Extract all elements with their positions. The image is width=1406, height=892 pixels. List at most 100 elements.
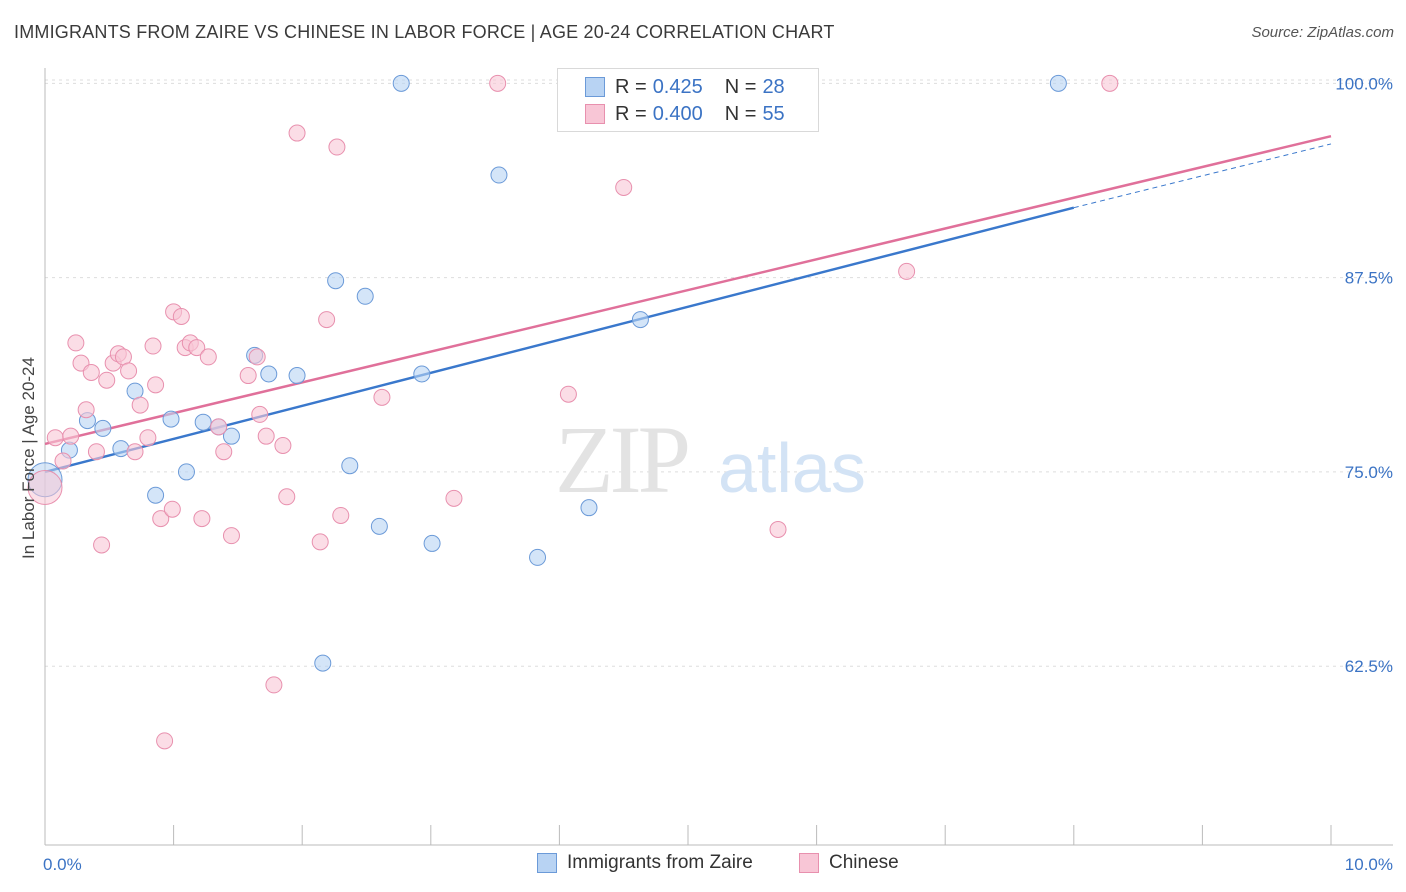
legend-n-label: N = [724,102,757,125]
watermark-atlas: atlas [718,429,866,507]
data-point-blue [529,548,547,566]
trend-lines [44,134,1332,474]
data-point-pink [62,427,80,445]
data-point-blue [490,166,508,184]
trend-line-pink [44,134,1332,446]
data-point-pink [144,337,162,355]
legend-r-label: R = [615,75,647,98]
data-point-pink [54,452,72,470]
legend-row-chinese: R = 0.400 N = 55 [558,100,785,128]
data-point-pink [257,427,275,445]
legend-r-value: 0.400 [652,102,703,125]
data-point-blue [580,499,598,517]
data-point-pink [126,443,144,461]
data-point-pink [120,362,138,380]
data-point-pink [215,443,233,461]
trend-extension-blue [1073,143,1332,209]
data-point-blue [423,534,441,552]
data-point-pink [328,138,346,156]
data-point-pink [77,401,95,419]
data-point-blue [356,287,374,305]
data-point-blue [370,517,388,535]
legend-n-label: N = [724,75,757,98]
series-legend: Immigrants from Zaire Chinese [0,852,1406,878]
legend-label-chinese: Chinese [829,852,899,873]
data-point-blue [392,74,410,92]
y-tick-label: 87.5% [1345,269,1393,288]
legend-row-zaire: R = 0.425 N = 28 [558,73,785,101]
data-point-pink [210,418,228,436]
data-point-blue [194,413,212,431]
data-point-blue [288,367,306,385]
data-point-pink [445,489,463,507]
data-point-pink [265,676,283,694]
chart-title: IMMIGRANTS FROM ZAIRE VS CHINESE IN LABO… [14,22,835,42]
data-point-blue [413,365,431,383]
data-point-pink [82,363,100,381]
legend-swatch-zaire [585,77,605,97]
legend-swatch-chinese [585,104,605,124]
data-point-blue [341,457,359,475]
y-tick-label: 75.0% [1345,463,1393,482]
data-point-pink [332,506,350,524]
data-point-blue [177,463,195,481]
watermark-zip: ZIP [555,406,688,513]
legend-swatch-zaire [537,853,557,873]
data-point-pink [1101,74,1119,92]
data-point-pink [139,429,157,447]
data-point-pink [199,348,217,366]
data-point-blue [631,311,649,329]
data-point-pink [615,178,633,196]
data-point-pink [318,311,336,329]
data-point-pink [188,339,206,357]
data-point-pink [156,732,174,750]
source-label: Source: ZipAtlas.com [1251,24,1394,41]
data-point-pink [152,510,170,528]
legend-item-zaire[interactable]: Immigrants from Zaire [537,852,753,874]
y-tick-label: 62.5% [1345,657,1393,676]
data-points [27,74,1119,750]
legend-r-label: R = [615,102,647,125]
x-tick-label: 10.0% [1345,855,1393,874]
data-point-pink [163,500,181,518]
data-point-pink [274,437,292,455]
data-point-pink [131,396,149,414]
data-point-blue [314,654,332,672]
data-point-pink [373,388,391,406]
tick-labels: 100.0% 87.5% 75.0% 62.5% 0.0% 10.0% [43,74,1393,874]
data-point-pink [67,334,85,352]
data-point-blue [260,365,278,383]
data-point-blue [112,440,130,458]
data-point-pink [98,371,116,389]
data-point-pink [278,488,296,506]
legend-n-value: 28 [762,75,785,98]
data-point-pink [193,510,211,528]
x-tick-label: 0.0% [43,855,82,874]
data-point-pink [769,520,787,538]
data-point-pink [239,367,257,385]
data-point-blue [222,427,240,445]
data-point-pink [311,533,329,551]
data-point-pink [147,376,165,394]
legend-item-chinese[interactable]: Chinese [799,852,899,874]
data-point-pink [222,527,240,545]
y-tick-label: 100.0% [1335,74,1393,93]
data-point-pink [559,385,577,403]
legend-swatch-chinese [799,853,819,873]
data-point-blue [162,410,180,428]
data-point-blue [1049,74,1067,92]
legend-r-value: 0.425 [652,75,703,98]
data-point-pink [46,429,64,447]
legend-n-value: 55 [762,102,785,125]
data-point-pink [288,124,306,142]
legend-label-zaire: Immigrants from Zaire [567,852,753,873]
data-point-pink [898,262,916,280]
axes [44,68,1393,846]
data-point-pink [251,405,269,423]
correlation-legend: R = 0.425 N = 28 R = 0.400 N = 55 [557,68,819,132]
data-point-blue [147,486,165,504]
watermark: ZIP atlas [555,406,866,513]
data-point-pink [87,443,105,461]
y-axis-label: In Labor Force | Age 20-24 [19,357,38,559]
